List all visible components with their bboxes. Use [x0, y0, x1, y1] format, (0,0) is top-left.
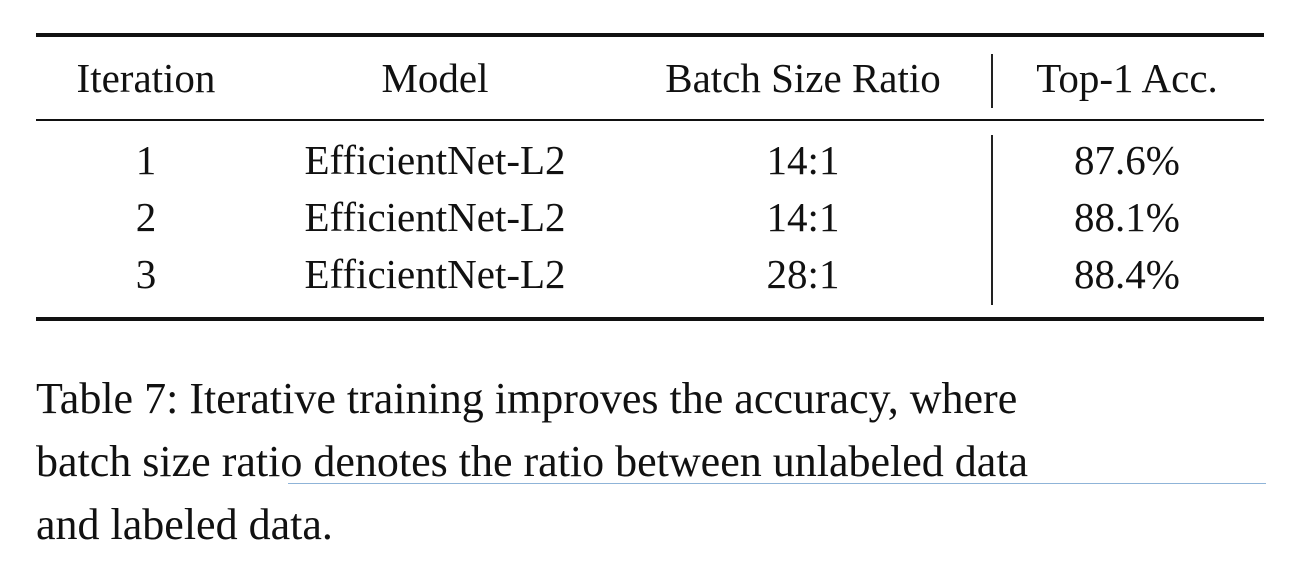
caption-word: batch — [36, 437, 132, 486]
header-batch-size-ratio: Batch Size Ratio — [665, 55, 941, 101]
caption-word: Iterative — [189, 374, 336, 423]
caption-word: ratio — [221, 437, 303, 486]
cell-model: EfficientNet-L2 — [304, 194, 566, 240]
header-iteration: Iteration — [76, 55, 216, 101]
table-bottom-rule — [36, 317, 1264, 321]
cell-batch-size-ratio: 14:1 — [766, 194, 840, 240]
caption-word: denotes — [313, 437, 448, 486]
caption-word: training — [346, 374, 484, 423]
caption-line-3: and labeled data. — [36, 500, 333, 549]
cell-top1-acc: 88.4% — [1074, 251, 1180, 297]
column-separator-header — [991, 54, 993, 108]
caption-line-2: batch size ratio denotes the ratio betwe… — [36, 431, 1266, 493]
caption-word: unlabeled — [772, 437, 944, 486]
cell-top1-acc: 87.6% — [1074, 137, 1180, 183]
caption-word: between — [615, 437, 762, 486]
table-header-rule — [36, 119, 1264, 121]
cell-iteration: 1 — [135, 137, 157, 183]
caption-word: 7: — [144, 374, 179, 423]
caption-word: the — [458, 437, 513, 486]
caption-word: accuracy, — [734, 374, 899, 423]
cell-batch-size-ratio: 28:1 — [766, 251, 840, 297]
header-top1-acc: Top-1 Acc. — [1036, 55, 1218, 101]
caption-word: Table — [36, 374, 134, 423]
caption-word: data — [954, 437, 1029, 486]
cell-iteration: 2 — [135, 194, 157, 240]
table-top-rule — [36, 33, 1264, 37]
header-model: Model — [381, 55, 489, 101]
caption-word: ratio — [523, 437, 605, 486]
cell-top1-acc: 88.1% — [1074, 194, 1180, 240]
cell-model: EfficientNet-L2 — [304, 251, 566, 297]
cell-iteration: 3 — [135, 251, 157, 297]
caption-word: size — [142, 437, 211, 486]
caption-word: the — [669, 374, 724, 423]
caption-word: where — [909, 374, 1018, 423]
cell-model: EfficientNet-L2 — [304, 137, 566, 183]
caption-word: improves — [494, 374, 659, 423]
column-separator-body — [991, 135, 993, 305]
caption-line-1: Table 7: Iterative training improves the… — [36, 368, 1266, 430]
selection-underline — [288, 483, 1266, 484]
cell-batch-size-ratio: 14:1 — [766, 137, 840, 183]
